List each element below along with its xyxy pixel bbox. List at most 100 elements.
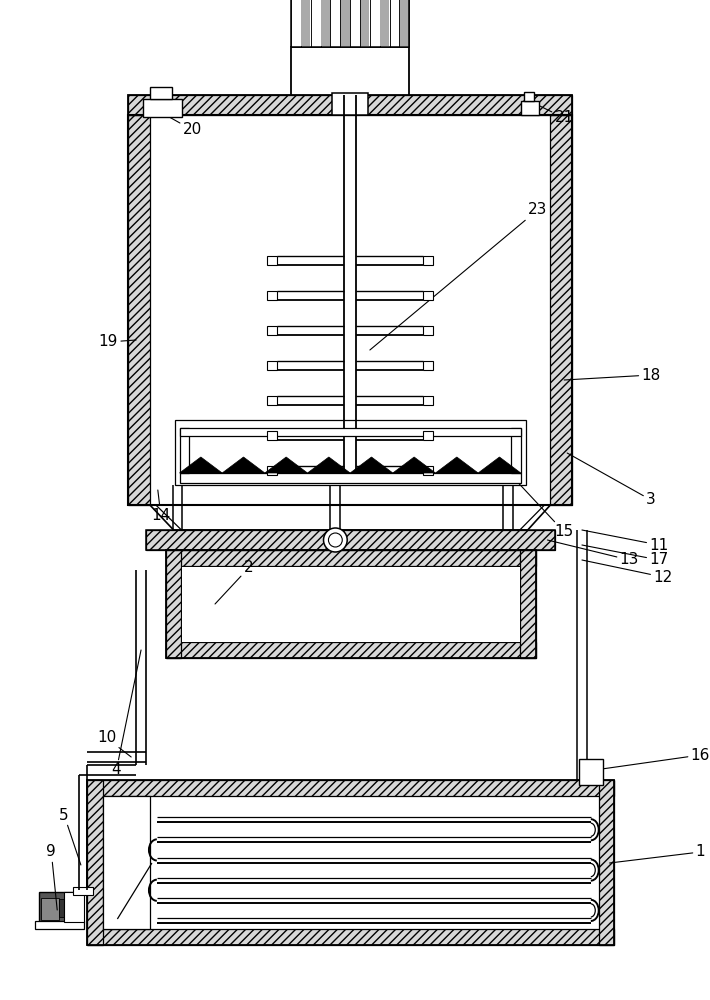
Circle shape — [324, 528, 347, 552]
Bar — [64, 892, 84, 922]
Bar — [267, 466, 277, 475]
Bar — [423, 256, 433, 265]
Bar — [511, 428, 521, 473]
Bar — [330, 0, 340, 47]
Bar — [520, 550, 535, 658]
Bar — [599, 780, 614, 945]
Text: 23: 23 — [370, 202, 547, 350]
Bar — [380, 0, 390, 47]
Bar — [150, 87, 172, 99]
Bar — [87, 780, 614, 945]
Text: 12: 12 — [582, 560, 672, 584]
Text: 14: 14 — [151, 490, 170, 522]
Polygon shape — [307, 457, 350, 473]
Text: 18: 18 — [564, 367, 660, 382]
Bar — [350, 0, 360, 47]
Bar — [361, 0, 369, 46]
Bar — [146, 530, 555, 550]
Bar — [400, 0, 410, 47]
Bar — [129, 115, 150, 505]
Polygon shape — [180, 457, 222, 473]
Bar — [165, 550, 182, 658]
Bar — [267, 256, 277, 265]
Bar — [423, 361, 433, 370]
Bar — [180, 428, 521, 436]
Text: 10: 10 — [97, 730, 131, 757]
Bar — [87, 780, 102, 945]
Bar — [102, 796, 150, 929]
Bar — [267, 291, 277, 300]
Bar — [180, 428, 190, 473]
Bar — [129, 115, 572, 505]
Bar — [390, 0, 400, 47]
Bar — [291, 0, 301, 47]
Bar — [340, 0, 350, 47]
Bar — [400, 0, 409, 46]
Bar — [521, 101, 539, 115]
Bar — [143, 99, 182, 117]
Polygon shape — [435, 457, 478, 473]
Bar — [321, 0, 330, 46]
Bar — [550, 115, 572, 505]
Bar — [267, 396, 277, 405]
Bar — [165, 550, 535, 658]
Bar — [341, 0, 349, 46]
Bar — [524, 92, 534, 101]
Bar — [41, 898, 59, 920]
Bar — [423, 396, 433, 405]
Bar — [59, 899, 73, 917]
Text: 16: 16 — [595, 748, 710, 770]
Bar — [360, 0, 370, 47]
Bar — [182, 566, 520, 642]
Bar — [301, 0, 311, 47]
Polygon shape — [265, 457, 307, 473]
Text: 15: 15 — [511, 475, 574, 540]
Bar — [175, 420, 525, 485]
Bar — [332, 93, 368, 115]
Bar — [129, 95, 572, 115]
Bar — [87, 780, 614, 796]
Bar — [311, 0, 321, 47]
Text: 22: 22 — [0, 999, 1, 1000]
Bar — [87, 929, 614, 945]
Bar — [129, 95, 572, 115]
Bar — [267, 431, 277, 440]
Bar — [73, 887, 93, 895]
Polygon shape — [150, 505, 550, 530]
Text: 1: 1 — [610, 844, 705, 863]
Bar — [35, 921, 84, 929]
Bar — [165, 550, 535, 566]
Text: 4: 4 — [111, 650, 141, 778]
Bar — [321, 0, 330, 47]
Bar — [267, 361, 277, 370]
Bar — [423, 466, 433, 475]
Bar — [291, 47, 410, 95]
Bar — [423, 326, 433, 335]
Polygon shape — [393, 457, 435, 473]
Text: 2: 2 — [215, 560, 253, 604]
Circle shape — [329, 533, 342, 547]
Bar — [267, 326, 277, 335]
Text: 19: 19 — [99, 334, 136, 350]
Bar — [146, 530, 555, 550]
Polygon shape — [350, 457, 393, 473]
Bar — [40, 892, 77, 922]
Text: 3: 3 — [567, 453, 656, 508]
Polygon shape — [222, 457, 265, 473]
Bar — [423, 291, 433, 300]
Bar — [579, 759, 603, 785]
Bar — [180, 473, 521, 483]
Text: 20: 20 — [148, 105, 202, 137]
Text: 21: 21 — [530, 101, 574, 125]
Text: 13: 13 — [547, 540, 639, 568]
Bar — [301, 0, 310, 46]
Text: 5: 5 — [60, 808, 81, 865]
Bar — [291, 0, 410, 47]
Text: 11: 11 — [582, 530, 669, 552]
Bar — [165, 642, 535, 658]
Text: 9: 9 — [46, 844, 58, 910]
Bar — [370, 0, 380, 47]
Bar — [381, 0, 389, 46]
Polygon shape — [478, 457, 521, 473]
Text: 17: 17 — [582, 545, 669, 568]
